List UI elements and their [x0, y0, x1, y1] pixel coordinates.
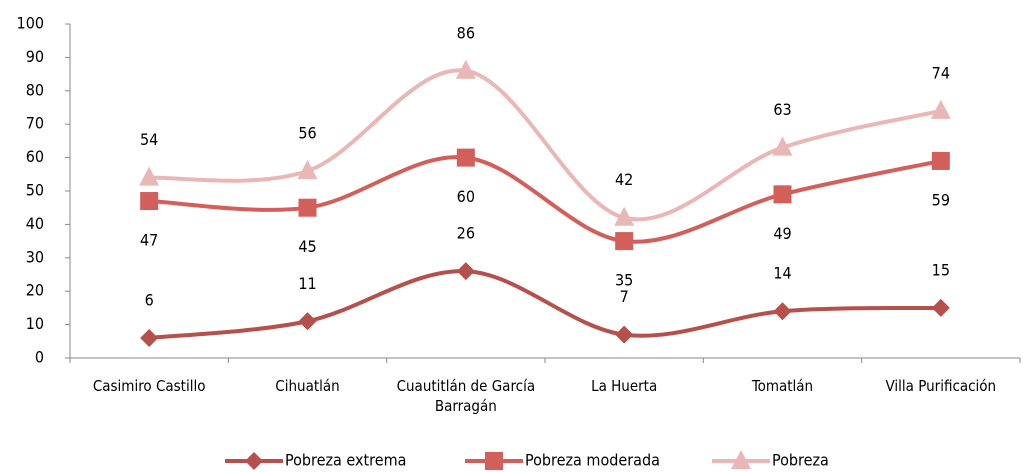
- data-label: 45: [298, 237, 316, 256]
- y-tick-label: 20: [26, 281, 44, 300]
- point: [297, 159, 318, 179]
- x-tick-label: Cuautitlán de García Barragán: [396, 377, 536, 415]
- series-line: [149, 155, 942, 244]
- data-label: 59: [932, 190, 950, 209]
- x-tick-label: Casimiro Castillo: [92, 377, 206, 395]
- data-label: 60: [457, 187, 475, 206]
- y-tick-label: 40: [26, 214, 44, 233]
- point: [140, 192, 159, 211]
- legend-marker: [245, 452, 263, 470]
- point: [456, 148, 475, 167]
- point: [930, 99, 951, 119]
- point: [615, 325, 634, 344]
- legend-marker: [731, 450, 751, 469]
- data-label: 63: [773, 100, 791, 119]
- data-label: 6: [145, 290, 154, 309]
- y-tick-label: 30: [26, 247, 44, 266]
- data-label: 47: [140, 231, 158, 250]
- y-tick-label: 0: [35, 348, 44, 367]
- data-label: 7: [620, 287, 629, 306]
- data-label: 49: [773, 224, 791, 243]
- legend-marker: [485, 452, 503, 470]
- data-label: 14: [773, 264, 791, 283]
- x-tick-label: La Huerta: [591, 377, 658, 395]
- data-label: 11: [298, 274, 316, 293]
- data-label: 26: [457, 224, 475, 243]
- data-label: 15: [932, 260, 950, 279]
- y-tick-label: 90: [26, 47, 44, 66]
- x-tick-label: Cihuatlán: [275, 377, 340, 395]
- data-label: 54: [140, 130, 158, 149]
- point: [931, 151, 950, 170]
- data-label: 42: [615, 170, 633, 189]
- data-label: 35: [615, 271, 633, 290]
- y-tick-label: 80: [26, 80, 44, 99]
- point: [456, 262, 475, 281]
- y-tick-label: 60: [26, 147, 44, 166]
- point: [298, 312, 317, 331]
- y-tick-label: 50: [26, 181, 44, 200]
- point: [772, 136, 793, 156]
- x-tick-label: Villa Purificación: [885, 377, 997, 395]
- y-tick-label: 100: [17, 14, 44, 33]
- point: [773, 185, 792, 204]
- point: [139, 166, 160, 186]
- legend-label: Pobreza: [772, 451, 829, 470]
- point: [140, 328, 159, 347]
- data-label: 86: [457, 23, 475, 42]
- series-line: [148, 269, 941, 340]
- point: [773, 302, 792, 321]
- point: [615, 232, 634, 251]
- point: [298, 198, 317, 217]
- data-label: 74: [932, 63, 950, 82]
- legend-label: Pobreza moderada: [525, 451, 660, 470]
- legend-label: Pobreza extrema: [285, 451, 406, 470]
- point: [455, 59, 476, 79]
- y-tick-label: 70: [26, 114, 44, 133]
- y-tick-label: 10: [26, 314, 44, 333]
- data-label: 56: [298, 123, 316, 142]
- point: [931, 298, 950, 317]
- x-tick-label: Tomatlán: [751, 377, 814, 395]
- point: [614, 206, 635, 226]
